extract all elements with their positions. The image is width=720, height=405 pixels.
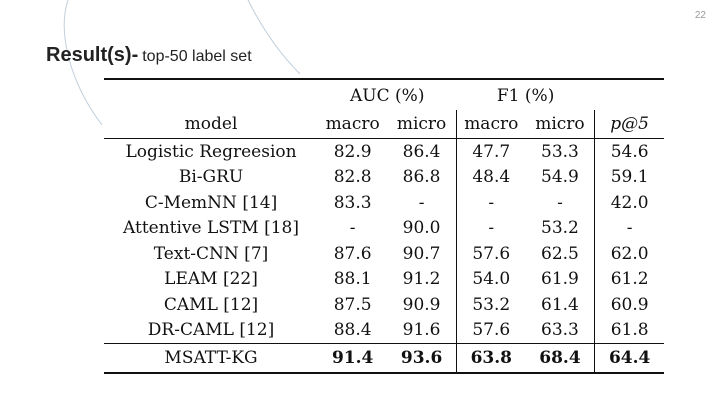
model-name-cell: Attentive LSTM [18] — [123, 218, 299, 239]
value-cell: 88.4 — [333, 320, 372, 341]
value-cell: 83.3 — [333, 192, 372, 213]
column-header-auc-macro: macro — [325, 114, 380, 134]
value-cell: 53.2 — [472, 294, 511, 315]
value-cell: 90.7 — [387, 241, 457, 267]
value-cell: 53.2 — [525, 215, 596, 241]
slide-title: Result(s)- top-50 label set — [46, 44, 252, 67]
table-row: CAML [12] 87.5 90.9 53.2 61.4 60.9 — [104, 292, 664, 318]
value-cell: - — [525, 190, 596, 216]
value-cell: - — [349, 218, 356, 239]
value-cell: - — [626, 218, 633, 239]
value-cell: 82.9 — [318, 138, 388, 165]
value-cell: 63.3 — [525, 317, 596, 344]
value-cell: 42.0 — [610, 192, 649, 213]
value-cell: 57.6 — [472, 243, 511, 264]
table-group-header-row: AUC (%) F1 (%) — [104, 78, 664, 110]
table-row: DR-CAML [12] 88.4 91.6 57.6 63.3 61.8 — [104, 317, 664, 344]
page-number: 22 — [694, 10, 706, 21]
model-name-cell: Logistic Regreesion — [104, 138, 319, 165]
column-header-f1-macro: macro — [464, 114, 519, 134]
value-cell: 61.4 — [525, 292, 596, 318]
value-cell: 53.3 — [525, 138, 596, 165]
value-cell: 54.9 — [525, 164, 596, 190]
column-header-model: model — [184, 114, 238, 134]
table-row: Logistic Regreesion 82.9 86.4 47.7 53.3 54.6 — [104, 138, 664, 165]
value-cell: 91.4 — [318, 343, 388, 374]
value-cell: - — [488, 218, 495, 239]
value-cell: 47.7 — [456, 138, 526, 165]
value-cell: - — [387, 190, 457, 216]
table-row: C-MemNN [14] 83.3- - -42.0 — [104, 190, 664, 216]
table-row: Attentive LSTM [18] - 90.0 - 53.2 - — [104, 215, 664, 241]
value-cell: 64.4 — [594, 343, 664, 374]
value-cell: 60.9 — [610, 294, 649, 315]
value-cell: 90.0 — [387, 215, 457, 241]
value-cell: 59.1 — [610, 167, 649, 188]
value-cell: 54.0 — [472, 269, 511, 290]
value-cell: 61.8 — [610, 320, 649, 341]
value-cell: 48.4 — [472, 167, 511, 188]
value-cell: 86.8 — [387, 164, 457, 190]
group-header-auc: AUC (%) — [318, 78, 457, 110]
column-header-f1-micro: micro — [525, 110, 596, 139]
value-cell: 91.6 — [387, 317, 457, 344]
table-body: Logistic Regreesion 82.9 86.4 47.7 53.3 54.6 B… — [104, 138, 664, 374]
table-row: Bi-GRU 82.8 86.8 48.4 54.9 59.1 — [104, 164, 664, 190]
model-name-cell: CAML [12] — [163, 294, 259, 315]
model-name-cell: LEAM [22] — [164, 269, 258, 290]
model-name-cell: Text-CNN [7] — [153, 243, 269, 264]
model-name-cell: DR-CAML [12] — [147, 320, 275, 341]
value-cell: 54.6 — [594, 138, 664, 165]
value-cell: 62.5 — [525, 241, 596, 267]
slide-title-main: Result(s)- — [46, 44, 139, 66]
column-header-auc-micro: micro — [387, 110, 457, 139]
model-name-cell: Bi-GRU — [178, 167, 244, 188]
value-cell: 88.1 — [333, 269, 372, 290]
value-cell: 68.4 — [525, 343, 596, 374]
model-name-cell: C-MemNN [14] — [144, 192, 278, 213]
table-row-final: MSATT-KG 91.4 93.6 63.8 68.4 64.4 — [104, 343, 664, 374]
value-cell: 87.5 — [333, 294, 372, 315]
column-header-p-at-5: p@5 — [610, 114, 649, 134]
value-cell: 61.2 — [610, 269, 649, 290]
value-cell: 90.9 — [387, 292, 457, 318]
value-cell: - — [488, 192, 495, 213]
table-column-header-row: model macro micro macro micro p@5 — [104, 110, 664, 139]
slide-title-subtitle: top-50 label set — [142, 48, 252, 65]
value-cell: 82.8 — [333, 167, 372, 188]
value-cell: 57.6 — [472, 320, 511, 341]
table-row: Text-CNN [7] 87.6 90.7 57.6 62.5 62.0 — [104, 241, 664, 267]
results-table: AUC (%) F1 (%) model macro micro macro m… — [104, 78, 664, 374]
value-cell: 87.6 — [333, 243, 372, 264]
value-cell: 61.9 — [525, 266, 596, 292]
value-cell: 93.6 — [387, 343, 457, 374]
value-cell: 91.2 — [387, 266, 457, 292]
value-cell: 63.8 — [456, 343, 526, 374]
group-header-f1: F1 (%) — [456, 78, 595, 110]
model-name-cell: MSATT-KG — [104, 343, 319, 374]
value-cell: 62.0 — [610, 243, 649, 264]
table-row: LEAM [22] 88.1 91.2 54.0 61.9 61.2 — [104, 266, 664, 292]
value-cell: 86.4 — [387, 138, 457, 165]
